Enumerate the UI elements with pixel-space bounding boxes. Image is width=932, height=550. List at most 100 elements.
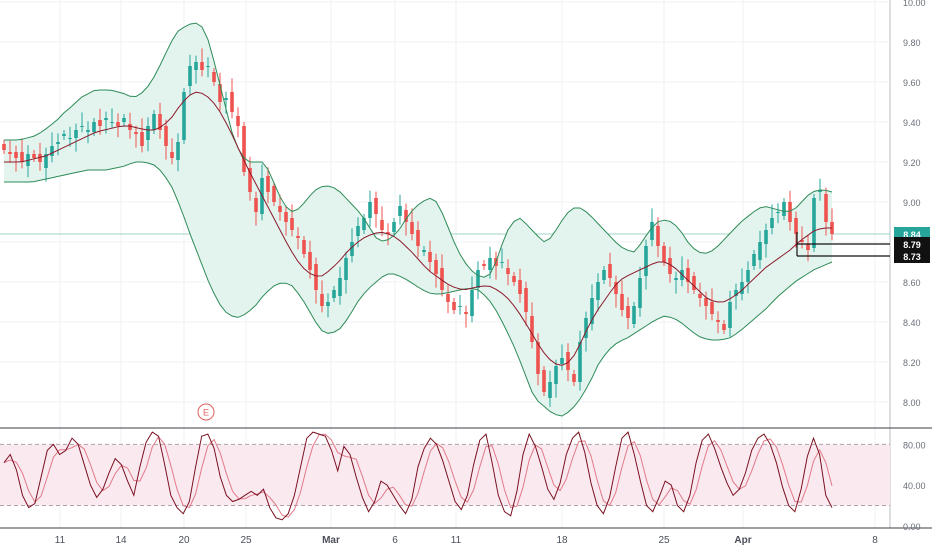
candle-body (200, 62, 204, 70)
time-tick-label: 14 (115, 535, 127, 546)
time-tick-label: 6 (392, 535, 398, 546)
candle-body (344, 258, 348, 280)
candle-body (434, 260, 438, 274)
candle-body (332, 290, 336, 298)
candle-body (242, 126, 246, 172)
candle-body (164, 126, 168, 146)
candle-body (320, 294, 324, 306)
candle-body (2, 144, 6, 150)
candle-body (92, 122, 96, 132)
candle-body (656, 226, 660, 246)
candle-body (692, 276, 696, 290)
candle-body (290, 218, 294, 230)
price-tick-label: 9.40 (903, 118, 921, 128)
candle-body (62, 134, 66, 136)
candle-body (524, 288, 528, 312)
price-label-text: 8.79 (903, 240, 921, 250)
price-tick-label: 9.60 (903, 78, 921, 88)
candle-body (230, 92, 234, 112)
oscillator-k-line (3, 431, 833, 521)
candle-body (650, 222, 654, 240)
candle-body (428, 252, 432, 262)
candle-body (584, 318, 588, 338)
candle-body (740, 282, 744, 294)
price-tick-label: 9.00 (903, 198, 921, 208)
bollinger-basis-line (4, 91, 832, 366)
candle-body (818, 190, 822, 192)
time-tick-label: 25 (240, 535, 252, 546)
bollinger-band-fill (4, 23, 832, 416)
candle-body (572, 374, 576, 382)
candle-body (632, 306, 636, 324)
candle-body (776, 212, 780, 213)
earnings-event-icon (197, 403, 215, 421)
candle-body (812, 198, 816, 248)
candle-body (518, 280, 522, 294)
bollinger-lower-line (4, 161, 833, 417)
candle-body (620, 294, 624, 310)
candle-body (146, 126, 150, 140)
candle-body (782, 202, 786, 216)
candle-body (134, 132, 138, 134)
candle-body (806, 244, 810, 250)
candle-body (446, 294, 450, 302)
candle-body (188, 66, 192, 86)
candle-body (464, 312, 468, 314)
candle-body (98, 120, 102, 126)
candle-body (788, 202, 792, 222)
candle-body (80, 126, 84, 127)
candle-body (254, 198, 258, 212)
candle-body (284, 212, 288, 222)
time-tick-label: 8 (872, 535, 878, 546)
candle-body (548, 382, 552, 398)
candle-body (182, 92, 186, 140)
price-tick-label: 9.80 (903, 38, 921, 48)
price-label-box (894, 237, 930, 251)
candle-body (602, 270, 606, 280)
price-tick-label: 10.00 (903, 0, 926, 8)
oscillator-range-band (0, 444, 890, 506)
candle-body (662, 246, 666, 262)
oscillator-tick-label: 40.00 (903, 481, 926, 491)
time-tick-label: 20 (178, 535, 190, 546)
price-tick-label: 8.00 (903, 398, 921, 408)
candle-body (38, 154, 42, 162)
candle-body (506, 268, 510, 274)
price-axis[interactable]: 10.009.809.609.409.209.008.808.608.408.2… (903, 0, 926, 408)
candle-body (758, 242, 762, 260)
candle-body (500, 262, 504, 263)
candle-body (248, 168, 252, 192)
candle-body (596, 282, 600, 300)
time-axis[interactable]: 11 14 20 25 Mar 6 11 18 25 Apr 8 (55, 535, 878, 546)
candle-body (152, 114, 156, 130)
event-marker[interactable]: E (197, 403, 215, 421)
candle-body (722, 324, 726, 330)
candle-body (746, 270, 750, 282)
candle-body (668, 258, 672, 274)
candle-body (266, 176, 270, 192)
price-label-text: 8.84 (903, 230, 921, 240)
time-tick-label: 11 (451, 535, 462, 546)
candle-body (326, 302, 330, 306)
candle-body (44, 154, 48, 168)
candle-body (638, 278, 642, 308)
candle-body (542, 370, 546, 392)
candle-body (350, 242, 354, 256)
candle-body (356, 226, 360, 236)
candle-body (14, 152, 18, 158)
candle-body (194, 62, 198, 70)
oscillator-axis[interactable]: 80.00 40.00 0.00 (903, 440, 926, 532)
oscillator-band-fill (0, 443, 890, 507)
time-tick-label: 11 (55, 535, 66, 546)
band-area (4, 23, 832, 416)
candle-body (302, 240, 306, 254)
candle-body (476, 270, 480, 288)
candle-body (368, 202, 372, 218)
price-tick-label: 8.20 (903, 358, 921, 368)
candle-body (140, 132, 144, 146)
oscillator-d-line (3, 433, 833, 518)
candle-body (422, 250, 426, 252)
oscillator-lines (3, 431, 833, 521)
candle-body (308, 252, 312, 270)
